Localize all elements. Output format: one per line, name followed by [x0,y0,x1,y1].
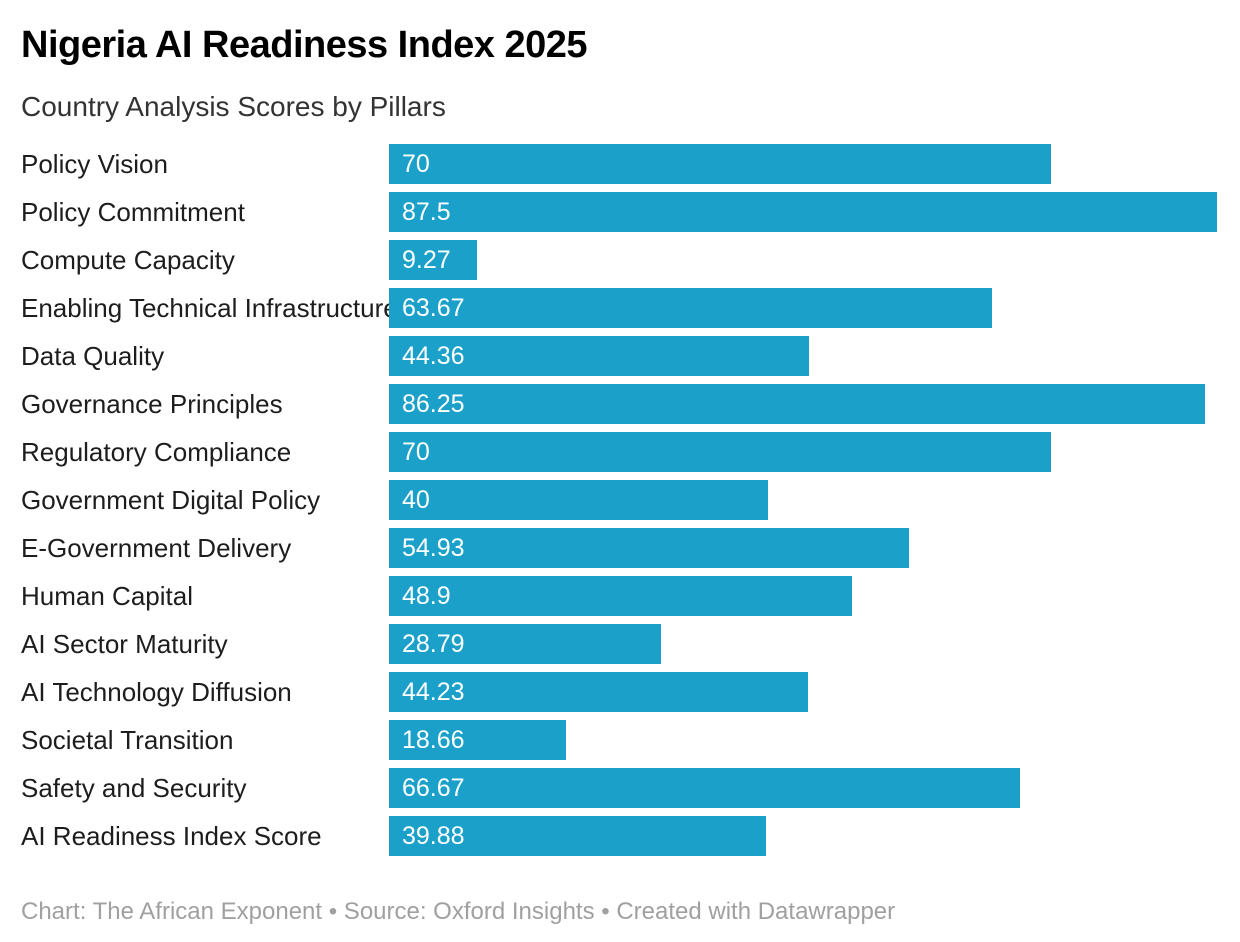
value-label: 66.67 [402,773,465,802]
bar: 44.36 [389,336,809,377]
bar-track: 63.67 [389,288,1217,329]
bar: 63.67 [389,288,992,329]
bar-row: Policy Commitment 87.5 [21,192,1217,233]
bar-track: 66.67 [389,768,1217,809]
category-label: Data Quality [21,341,165,371]
bar: 54.93 [389,528,909,569]
category-label: Societal Transition [21,725,234,755]
bar-track: 54.93 [389,528,1217,569]
category-label: Government Digital Policy [21,485,321,515]
value-label: 87.5 [402,197,451,226]
bar: 70 [389,432,1052,473]
category-label: Human Capital [21,581,193,611]
bar-row: Safety and Security 66.67 [21,768,1217,809]
bar: 28.79 [389,624,662,665]
bar: 18.66 [389,720,566,761]
value-label: 70 [402,149,430,178]
bar-row: Human Capital 48.9 [21,576,1217,617]
bar: 48.9 [389,576,852,617]
category-label: Safety and Security [21,773,247,803]
value-label: 48.9 [402,581,451,610]
bar-chart-plot-area: Policy Vision 70 Policy Commitment 87.5 … [21,144,1217,857]
bar-row: Societal Transition 18.66 [21,720,1217,761]
bar-track: 48.9 [389,576,1217,617]
bar-row: Government Digital Policy 40 [21,480,1217,521]
bar-row: Governance Principles 86.25 [21,384,1217,425]
value-label: 44.36 [402,341,465,370]
bar: 9.27 [389,240,477,281]
bar-row: Policy Vision 70 [21,144,1217,185]
bar-track: 9.27 [389,240,1217,281]
value-label: 63.67 [402,293,465,322]
value-label: 28.79 [402,629,465,658]
value-label: 86.25 [402,389,465,418]
category-label: Governance Principles [21,389,283,419]
bar-track: 70 [389,144,1217,185]
bar-row: AI Technology Diffusion 44.23 [21,672,1217,713]
value-label: 54.93 [402,533,465,562]
category-label: AI Technology Diffusion [21,677,292,707]
bar-track: 44.36 [389,336,1217,377]
bar: 44.23 [389,672,808,713]
category-label: E-Government Delivery [21,533,292,563]
bar-track: 18.66 [389,720,1217,761]
bar: 70 [389,144,1052,185]
chart-footer: Chart: The African Exponent • Source: Ox… [21,898,896,926]
bar: 40 [389,480,768,521]
bar-track: 28.79 [389,624,1217,665]
chart-subtitle: Country Analysis Scores by Pillars [21,90,446,122]
bar-row: Regulatory Compliance 70 [21,432,1217,473]
bar-row: AI Sector Maturity 28.79 [21,624,1217,665]
category-label: AI Sector Maturity [21,629,228,659]
bar-track: 44.23 [389,672,1217,713]
bar-track: 86.25 [389,384,1217,425]
bar: 66.67 [389,768,1020,809]
bar-track: 39.88 [389,816,1217,857]
category-label: AI Readiness Index Score [21,821,322,851]
category-label: Regulatory Compliance [21,437,292,467]
bar: 87.5 [389,192,1217,233]
value-label: 70 [402,437,430,466]
bar-row: Data Quality 44.36 [21,336,1217,377]
value-label: 39.88 [402,821,465,850]
bar-track: 40 [389,480,1217,521]
value-label: 18.66 [402,725,465,754]
category-label: Policy Commitment [21,197,245,227]
value-label: 44.23 [402,677,465,706]
bar: 39.88 [389,816,767,857]
bar: 86.25 [389,384,1206,425]
bar-row: Enabling Technical Infrastructure 63.67 [21,288,1217,329]
bar-row: Compute Capacity 9.27 [21,240,1217,281]
bar-row: E-Government Delivery 54.93 [21,528,1217,569]
value-label: 40 [402,485,430,514]
category-label: Enabling Technical Infrastructure [21,293,389,323]
category-label: Policy Vision [21,149,168,179]
category-label: Compute Capacity [21,245,235,275]
value-label: 9.27 [402,245,451,274]
bar-track: 70 [389,432,1217,473]
bar-row: AI Readiness Index Score 39.88 [21,816,1217,857]
chart-title: Nigeria AI Readiness Index 2025 [21,24,588,66]
bar-track: 87.5 [389,192,1217,233]
